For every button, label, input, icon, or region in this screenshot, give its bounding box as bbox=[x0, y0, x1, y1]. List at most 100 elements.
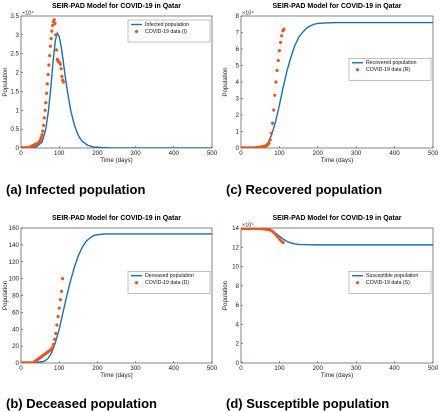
data-point bbox=[245, 228, 249, 231]
data-points bbox=[241, 27, 286, 148]
y-tick-label: 6 bbox=[236, 46, 240, 53]
data-points bbox=[21, 276, 65, 363]
chart-title: SEIR-PAD Model for COVID-19 in Qatar bbox=[52, 215, 181, 222]
data-point bbox=[264, 228, 268, 231]
data-point bbox=[269, 131, 274, 135]
x-tick-label: 300 bbox=[351, 150, 362, 157]
y-tick-label: 10 bbox=[232, 264, 239, 271]
y-tick-label: 1.5 bbox=[10, 88, 19, 95]
data-point bbox=[275, 68, 279, 73]
y-exponent: ×10⁴ bbox=[22, 10, 34, 17]
data-point bbox=[40, 133, 44, 137]
y-axis-label: Population bbox=[222, 67, 229, 97]
infected-chart: SEIR-PAD Model for COVID-19 in Qatar ×10⁴… bbox=[2, 3, 218, 164]
data-point bbox=[48, 44, 53, 48]
x-axis-label: Time (days) bbox=[100, 372, 132, 379]
legend-label: COVID-19 data (D) bbox=[145, 280, 189, 286]
data-point bbox=[41, 129, 45, 133]
data-point bbox=[243, 228, 247, 231]
caption-susceptible: (d) Susceptible population bbox=[226, 396, 389, 411]
y-tick-label: 0.5 bbox=[10, 126, 19, 133]
legend-label: COVID-19 data (S) bbox=[366, 280, 410, 286]
data-point bbox=[51, 19, 56, 24]
data-point bbox=[263, 144, 268, 148]
x-tick-label: 300 bbox=[351, 365, 362, 372]
y-tick-label: 4 bbox=[236, 321, 240, 328]
data-point bbox=[53, 21, 57, 26]
data-point bbox=[277, 237, 282, 241]
y-tick-label: 3 bbox=[16, 32, 20, 39]
data-point bbox=[44, 91, 49, 96]
data-point bbox=[47, 53, 52, 58]
x-tick-label: 200 bbox=[92, 365, 103, 372]
data-point bbox=[266, 143, 270, 147]
legend-label: Recovered population bbox=[366, 60, 417, 66]
data-point bbox=[60, 78, 65, 82]
y-axis-label: Population bbox=[2, 67, 9, 97]
legend-star-swatch bbox=[134, 281, 139, 285]
data-point bbox=[38, 138, 43, 142]
data-point bbox=[278, 40, 283, 45]
data-point bbox=[266, 228, 270, 232]
y-tick-label: 7 bbox=[236, 30, 240, 37]
y-tick-label: 12 bbox=[232, 244, 239, 251]
caption-recovered: (c) Recovered population bbox=[226, 182, 382, 197]
data-point bbox=[277, 48, 282, 53]
x-tick-label: 400 bbox=[169, 150, 180, 157]
x-tick-label: 200 bbox=[92, 150, 103, 157]
y-tick-label: 2.5 bbox=[10, 51, 19, 58]
data-point bbox=[39, 135, 43, 140]
y-exponent: ×10⁴ bbox=[242, 10, 254, 17]
x-tick-label: 100 bbox=[54, 365, 65, 372]
x-tick-label: 0 bbox=[239, 365, 243, 372]
data-point bbox=[51, 342, 56, 347]
data-point bbox=[60, 74, 64, 79]
data-point bbox=[274, 80, 278, 84]
data-point bbox=[60, 276, 65, 281]
model-curve bbox=[21, 30, 212, 148]
data-point bbox=[260, 228, 264, 231]
y-tick-label: 3.5 bbox=[10, 13, 19, 20]
y-tick-label: 60 bbox=[12, 309, 19, 316]
x-tick-label: 400 bbox=[169, 365, 180, 372]
y-axis-label: Population bbox=[222, 280, 229, 310]
data-point bbox=[52, 337, 57, 342]
data-point bbox=[51, 23, 55, 28]
y-tick-label: 80 bbox=[12, 293, 19, 300]
plot-marks bbox=[241, 21, 433, 148]
data-point bbox=[38, 139, 42, 143]
data-point bbox=[267, 141, 271, 145]
data-point bbox=[58, 62, 63, 66]
x-tick-label: 100 bbox=[274, 150, 285, 157]
data-point bbox=[55, 323, 59, 327]
legend-star-swatch bbox=[134, 29, 139, 34]
model-curve bbox=[21, 233, 212, 363]
data-point bbox=[270, 229, 274, 233]
y-tick-label: 100 bbox=[9, 276, 20, 283]
data-point bbox=[43, 108, 47, 112]
x-tick-label: 500 bbox=[207, 365, 218, 372]
x-tick-label: 100 bbox=[274, 365, 285, 372]
y-tick-label: 5 bbox=[236, 63, 240, 70]
data-point bbox=[57, 61, 62, 65]
data-point bbox=[49, 36, 53, 41]
y-tick-label: 1 bbox=[236, 129, 240, 136]
data-point bbox=[273, 232, 278, 236]
data-point bbox=[268, 138, 272, 142]
data-point bbox=[57, 306, 61, 310]
x-tick-label: 500 bbox=[207, 150, 218, 157]
data-point bbox=[49, 347, 53, 352]
data-point bbox=[42, 116, 47, 120]
y-tick-label: 0 bbox=[236, 360, 240, 367]
recovered-chart: SEIR-PAD Model for COVID-19 in Qatar ×10⁴… bbox=[222, 3, 439, 164]
data-point bbox=[246, 228, 251, 231]
data-point bbox=[276, 58, 280, 63]
y-tick-label: 0 bbox=[236, 145, 240, 152]
x-tick-label: 300 bbox=[130, 150, 141, 157]
x-tick-label: 0 bbox=[19, 150, 23, 157]
plot-marks bbox=[21, 233, 212, 363]
y-tick-label: 1 bbox=[16, 107, 20, 114]
legend-label: Infected population bbox=[145, 22, 189, 28]
